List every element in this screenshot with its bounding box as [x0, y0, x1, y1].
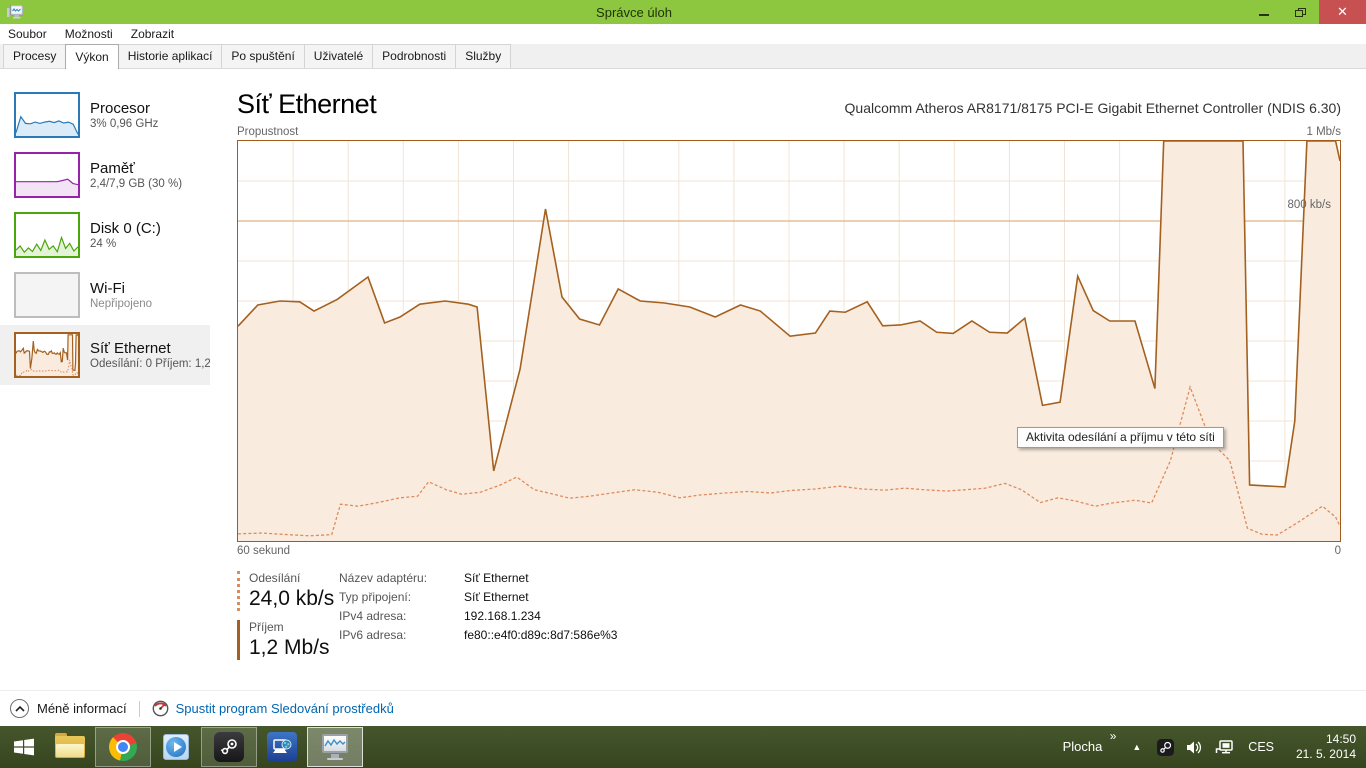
less-info-label: Méně informací — [37, 701, 127, 716]
ethernet-mini-chart — [14, 332, 80, 378]
clock-time: 14:50 — [1325, 732, 1356, 746]
desktop-toolbar[interactable]: Plocha » — [1062, 729, 1117, 756]
wifi-subtitle: Nepřipojeno — [90, 298, 153, 310]
show-hidden-icons-button[interactable]: ▲ — [1132, 742, 1142, 752]
ethernet-panel: Síť Ethernet Qualcomm Atheros AR8171/817… — [210, 69, 1366, 726]
scale-top-label: 1 Mb/s — [1306, 126, 1341, 138]
menubar: Soubor Možnosti Zobrazit — [0, 24, 1366, 44]
memory-mini-chart — [14, 152, 80, 198]
taskbar: Plocha » ▲ CES 14:50 21. 5. 2014 — [0, 726, 1366, 768]
menu-soubor[interactable]: Soubor — [8, 26, 47, 41]
sidebar-item-wifi[interactable]: Wi-Fi Nepřipojeno — [0, 265, 210, 325]
send-label: Odesílání — [249, 571, 301, 585]
tray-network[interactable] — [1215, 739, 1234, 755]
cpu-subtitle: 3% 0,96 GHz — [90, 118, 159, 130]
memory-title: Paměť — [90, 160, 135, 177]
tab-podrobnosti[interactable]: Podrobnosti — [372, 44, 457, 68]
taskbar-chrome[interactable] — [95, 727, 151, 767]
open-resource-monitor-link[interactable]: Spustit program Sledování prostředků — [175, 701, 394, 716]
app-icon — [7, 5, 23, 19]
tray-steam[interactable] — [1157, 738, 1175, 756]
tab-procesy[interactable]: Procesy — [3, 44, 67, 68]
less-info-toggle[interactable] — [10, 699, 29, 718]
sidebar-item-memory[interactable]: Paměť 2,4/7,9 GB (30 %) — [0, 145, 210, 205]
ethernet-title: Síť Ethernet — [90, 340, 171, 357]
scale-800-label: 800 kb/s — [1287, 199, 1331, 211]
taskbar-clock[interactable]: 14:50 21. 5. 2014 — [1284, 732, 1356, 762]
task-manager-icon — [320, 734, 350, 760]
tab-po-spusteni[interactable]: Po spuštění — [221, 44, 305, 68]
taskbar-file-explorer[interactable] — [50, 727, 90, 767]
legend-send: Odesílání 24,0 kb/s — [237, 571, 339, 611]
cpu-title: Procesor — [90, 100, 151, 117]
taskbar-media-player[interactable] — [156, 727, 196, 767]
ethernet-subtitle: Odesílání: 0 Příjem: 1,2 — [90, 358, 210, 370]
folder-icon — [55, 733, 85, 758]
chrome-icon — [109, 733, 137, 761]
detail-connection-type: Typ připojení: Síť Ethernet — [339, 590, 529, 604]
time-axis-label: 60 sekund — [237, 545, 291, 557]
titlebar: Správce úloh ✕ — [0, 0, 1366, 24]
disk-mini-chart — [14, 212, 80, 258]
network-chart[interactable]: 800 kb/s Aktivita odesílání a příjmu v t… — [237, 140, 1341, 542]
task-manager-window: Správce úloh ✕ Soubor Možnosti Zobrazit … — [0, 0, 1366, 726]
receive-label: Příjem — [249, 620, 284, 634]
wifi-title: Wi-Fi — [90, 280, 125, 297]
performance-content: Procesor 3% 0,96 GHz Paměť 2,4/7,9 GB (3… — [0, 69, 1366, 726]
sidebar-item-ethernet[interactable]: Síť Ethernet Odesílání: 0 Příjem: 1,2 — [0, 325, 210, 385]
tabstrip: Procesy Výkon Historie aplikací Po spušt… — [0, 44, 1366, 69]
tab-vykon[interactable]: Výkon — [65, 44, 119, 69]
memory-subtitle: 2,4/7,9 GB (30 %) — [90, 178, 183, 190]
desktop-toolbar-label: Plocha — [1062, 739, 1103, 754]
tab-historie-aplikaci[interactable]: Historie aplikací — [117, 44, 223, 68]
chart-tooltip: Aktivita odesílání a příjmu v této síti — [1017, 427, 1224, 448]
receive-value: 1,2 Mb/s — [249, 636, 330, 659]
footer-divider — [138, 700, 140, 717]
windows-logo-icon — [14, 738, 34, 756]
close-button[interactable]: ✕ — [1319, 0, 1366, 24]
start-button[interactable] — [0, 726, 48, 768]
restore-button[interactable] — [1282, 0, 1319, 24]
cpu-mini-chart — [14, 92, 80, 138]
taskbar-remote-app[interactable] — [262, 727, 302, 767]
adapter-details: Název adaptéru: Síť Ethernet Typ připoje… — [339, 571, 617, 669]
page-title: Síť Ethernet — [237, 89, 377, 119]
taskbar-steam[interactable] — [201, 727, 257, 767]
remote-desktop-icon — [267, 732, 297, 762]
minimize-button[interactable] — [1245, 0, 1282, 24]
footer-bar: Méně informací Spustit program Sledování… — [0, 690, 1366, 726]
detail-adapter-name: Název adaptéru: Síť Ethernet — [339, 571, 529, 585]
legend-receive: Příjem 1,2 Mb/s — [237, 620, 339, 660]
clock-date: 21. 5. 2014 — [1295, 747, 1356, 761]
stats-block: Odesílání 24,0 kb/s Příjem 1,2 Mb/s Náze… — [237, 571, 1341, 669]
wifi-mini-chart — [14, 272, 80, 318]
toolbar-chevrons-icon[interactable]: » — [1109, 729, 1117, 743]
throughput-label: Propustnost — [237, 126, 299, 138]
menu-zobrazit[interactable]: Zobrazit — [130, 26, 175, 41]
send-value: 24,0 kb/s — [249, 587, 335, 610]
detail-ipv4: IPv4 adresa: 192.168.1.234 — [339, 609, 541, 623]
disk-subtitle: 24 % — [90, 238, 117, 250]
tray-volume[interactable] — [1186, 740, 1203, 755]
system-tray: Plocha » ▲ CES 14:50 21. 5. 2014 — [1062, 729, 1366, 762]
disk-title: Disk 0 (C:) — [90, 220, 161, 237]
detail-ipv6: IPv6 adresa: fe80::e4f0:d89c:8d7:586e%3 — [339, 628, 618, 642]
menu-moznosti[interactable]: Možnosti — [64, 26, 113, 41]
language-indicator[interactable]: CES — [1248, 740, 1274, 754]
taskbar-task-manager[interactable] — [307, 727, 363, 767]
adapter-name: Qualcomm Atheros AR8171/8175 PCI-E Gigab… — [844, 100, 1341, 116]
chevron-up-icon — [14, 705, 25, 712]
tab-sluzby[interactable]: Služby — [455, 44, 512, 68]
steam-icon — [214, 732, 244, 762]
media-player-icon — [162, 733, 190, 761]
tab-uzivatele[interactable]: Uživatelé — [303, 44, 374, 68]
time-axis-zero: 0 — [1334, 545, 1341, 557]
sidebar-item-disk[interactable]: Disk 0 (C:) 24 % — [0, 205, 210, 265]
window-title: Správce úloh — [596, 4, 672, 20]
sidebar-item-cpu[interactable]: Procesor 3% 0,96 GHz — [0, 85, 210, 145]
resource-monitor-icon — [152, 700, 168, 717]
performance-sidebar: Procesor 3% 0,96 GHz Paměť 2,4/7,9 GB (3… — [0, 69, 210, 726]
